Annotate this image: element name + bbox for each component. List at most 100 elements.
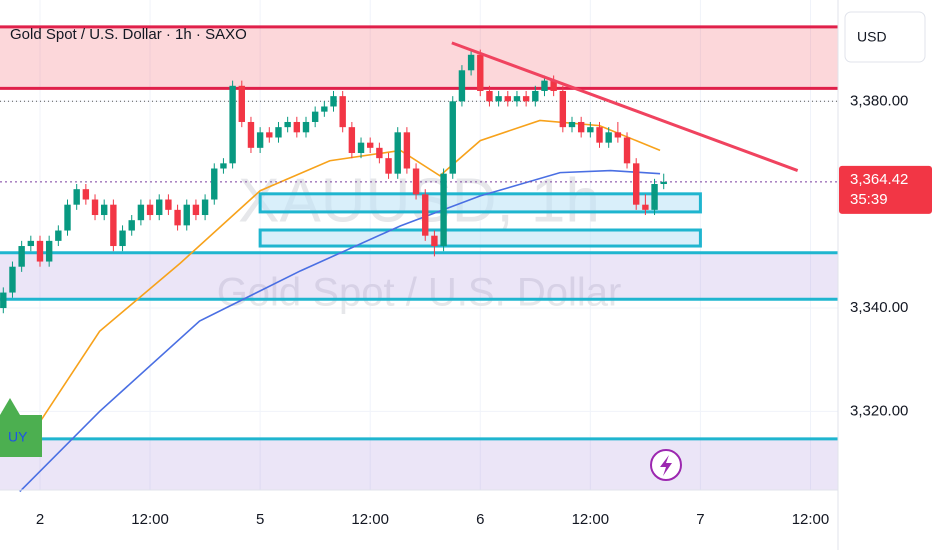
candle-body xyxy=(284,121,291,128)
candle-body xyxy=(394,132,401,174)
candle-body xyxy=(532,90,539,102)
x-tick-label: 5 xyxy=(256,511,264,528)
candle-body xyxy=(174,209,181,226)
candle-body xyxy=(422,194,429,236)
signal-label: UY xyxy=(8,429,28,445)
icon-bolt[interactable] xyxy=(660,455,672,476)
candle-body xyxy=(119,230,126,247)
candle-body xyxy=(156,199,163,216)
candle-body xyxy=(165,199,172,210)
zone xyxy=(0,252,838,300)
candle-body xyxy=(82,189,90,200)
candle-body xyxy=(192,204,200,216)
candle-body xyxy=(330,96,337,107)
candle-body xyxy=(440,173,447,247)
x-tick-label: 7 xyxy=(696,511,704,528)
candle-body xyxy=(211,168,218,200)
x-tick-label: 2 xyxy=(36,511,44,528)
candle-body xyxy=(385,158,392,174)
candle-body xyxy=(110,204,117,247)
candle-body xyxy=(642,204,649,210)
candle-body xyxy=(293,121,301,133)
candle-body xyxy=(45,240,53,262)
candle-body xyxy=(633,163,640,205)
y-tick-label: 3,340.00 xyxy=(850,299,908,316)
candle-body xyxy=(403,132,411,169)
candle-body xyxy=(596,127,603,143)
candle-body xyxy=(412,168,420,195)
candle-body xyxy=(660,181,667,185)
candle-body xyxy=(568,121,576,128)
candle-body xyxy=(183,204,190,226)
candle-body xyxy=(36,240,44,262)
candle-body xyxy=(431,235,438,247)
candle-body xyxy=(321,106,328,112)
candle-body xyxy=(348,127,356,153)
candle-body xyxy=(91,199,99,216)
y-tick-label: 3,320.00 xyxy=(850,402,908,419)
countdown: 35:39 xyxy=(850,191,888,208)
candle-body xyxy=(449,101,456,174)
candle-body xyxy=(73,189,80,205)
candle-body xyxy=(247,121,255,148)
candle-body xyxy=(275,127,282,138)
candle-body xyxy=(128,220,135,231)
candle-body xyxy=(522,96,530,102)
candle-body xyxy=(0,292,7,309)
candle-body xyxy=(266,132,273,138)
candle-body xyxy=(477,54,484,91)
box xyxy=(258,192,702,214)
candle-body xyxy=(495,96,502,102)
candle-body xyxy=(623,137,631,164)
zone xyxy=(0,438,838,490)
candle-body xyxy=(64,204,71,231)
candle-body xyxy=(577,121,585,133)
price-label-bg xyxy=(839,165,932,214)
candle-body xyxy=(146,204,154,216)
candle-body xyxy=(357,142,365,153)
candle-body xyxy=(201,199,209,216)
signal-badge xyxy=(0,415,42,457)
candle-body xyxy=(18,246,25,267)
watermark-name: Gold Spot / U.S. Dollar xyxy=(217,271,622,315)
zone xyxy=(0,26,838,89)
y-tick-label: 3,380.00 xyxy=(850,92,908,109)
candle-body xyxy=(550,80,557,91)
moving-average xyxy=(19,169,661,493)
candle-body xyxy=(376,147,383,159)
candle-body xyxy=(486,90,493,102)
candle-body xyxy=(302,121,310,133)
lightning-icon[interactable] xyxy=(650,449,682,481)
box xyxy=(258,228,702,248)
candle-body xyxy=(100,204,108,216)
candle-body xyxy=(367,142,374,148)
candle-body xyxy=(229,85,236,164)
candle-body xyxy=(559,90,567,128)
candle-body xyxy=(587,127,594,133)
candle-body xyxy=(614,132,622,138)
candle-body xyxy=(651,184,658,210)
currency-button[interactable] xyxy=(844,11,926,63)
candle-body xyxy=(55,230,62,241)
x-tick-label: 12:00 xyxy=(351,511,389,528)
candle-body xyxy=(504,96,511,102)
candle-body xyxy=(605,132,612,143)
candle-body xyxy=(339,96,346,128)
candle-body xyxy=(220,163,227,169)
candle-body xyxy=(256,132,264,148)
candle-body xyxy=(137,204,145,221)
candle-body xyxy=(238,85,245,122)
currency[interactable]: USD xyxy=(857,29,887,45)
chart-title: Gold Spot / U.S. Dollar · 1h · SAXO xyxy=(10,26,247,43)
candle-body xyxy=(513,96,521,102)
x-tick-label: 6 xyxy=(476,511,484,528)
candle-body xyxy=(541,80,548,91)
x-tick-label: 12:00 xyxy=(131,511,169,528)
signal-arrow xyxy=(0,398,20,415)
candle-body xyxy=(27,240,35,247)
candle-body xyxy=(467,54,475,71)
price-label: 3,364.42 xyxy=(850,171,908,188)
